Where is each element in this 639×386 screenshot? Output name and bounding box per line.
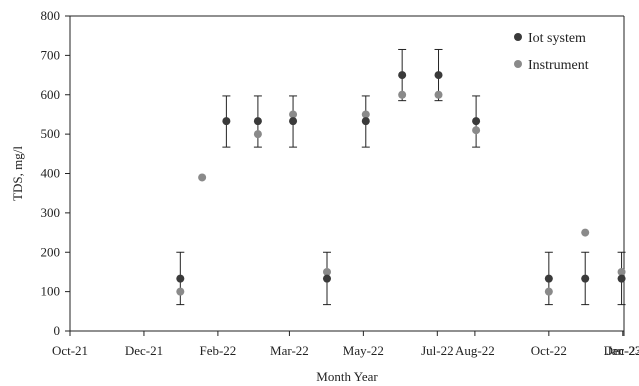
iot-system-point: [434, 71, 443, 80]
y-tick-label: 200: [41, 244, 61, 259]
legend-marker-instrument: [514, 60, 522, 68]
legend-marker-iot-system: [514, 33, 522, 41]
x-tick-label: Oct-22: [531, 343, 567, 358]
instrument-point: [361, 110, 370, 119]
instrument-point: [289, 110, 298, 119]
instrument-point: [198, 173, 207, 182]
instrument-point: [472, 126, 481, 135]
instrument-point: [322, 267, 331, 276]
iot-system-point: [253, 117, 262, 126]
legend: Iot system Instrument: [514, 31, 589, 73]
x-tick-label: May-22: [343, 343, 384, 358]
y-axis-title: TDS, mg/l: [10, 146, 25, 201]
iot-system-point: [361, 117, 370, 126]
iot-system-point: [472, 117, 481, 126]
y-tick-label: 400: [41, 166, 61, 181]
iot-system-point: [176, 274, 185, 283]
x-tick-label: Dec-21: [125, 343, 163, 358]
y-tick-label: 500: [41, 126, 61, 141]
legend-label-iot-system: Iot system: [528, 31, 586, 46]
y-tick-label: 300: [41, 205, 61, 220]
x-tick-label: Dec-22: [604, 343, 639, 358]
iot-system-point: [617, 274, 626, 283]
x-axis-title: Month Year: [316, 369, 378, 384]
x-tick-label: Aug-22: [455, 343, 495, 358]
iot-system-point: [322, 274, 331, 283]
iot-system-point: [544, 274, 553, 283]
y-tick-label: 700: [41, 47, 61, 62]
x-tick-label: Mar-22: [270, 343, 309, 358]
y-tick-label: 0: [54, 323, 61, 338]
iot-system-point: [222, 117, 231, 126]
instrument-point: [617, 267, 626, 276]
instrument-point: [581, 228, 590, 237]
instrument-point: [398, 90, 407, 99]
iot-system-point: [289, 117, 298, 126]
data-points: [176, 71, 626, 296]
y-tick-label: 100: [41, 284, 61, 299]
iot-system-point: [398, 71, 407, 80]
error-bars: [176, 48, 626, 306]
iot-system-point: [581, 274, 590, 283]
y-tick-label: 800: [41, 8, 61, 23]
legend-label-instrument: Instrument: [528, 58, 589, 73]
x-tick-label: Jul-22: [421, 343, 454, 358]
instrument-point: [176, 287, 185, 296]
instrument-point: [544, 287, 553, 296]
y-axis: 0 100 200 300 400 500 600 700 800: [41, 8, 71, 338]
y-tick-label: 600: [41, 87, 61, 102]
x-tick-label: Jan-23: [607, 343, 639, 358]
instrument-point: [253, 130, 262, 139]
x-axis: Oct-21 Dec-21 Feb-22 Mar-22 May-22 Jul-22 Aug-…: [52, 330, 639, 358]
instrument-point: [434, 90, 443, 99]
x-tick-label: Feb-22: [199, 343, 236, 358]
x-tick-label: Oct-21: [52, 343, 88, 358]
